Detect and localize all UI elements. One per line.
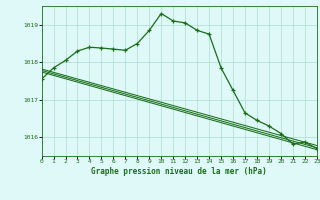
- X-axis label: Graphe pression niveau de la mer (hPa): Graphe pression niveau de la mer (hPa): [91, 167, 267, 176]
